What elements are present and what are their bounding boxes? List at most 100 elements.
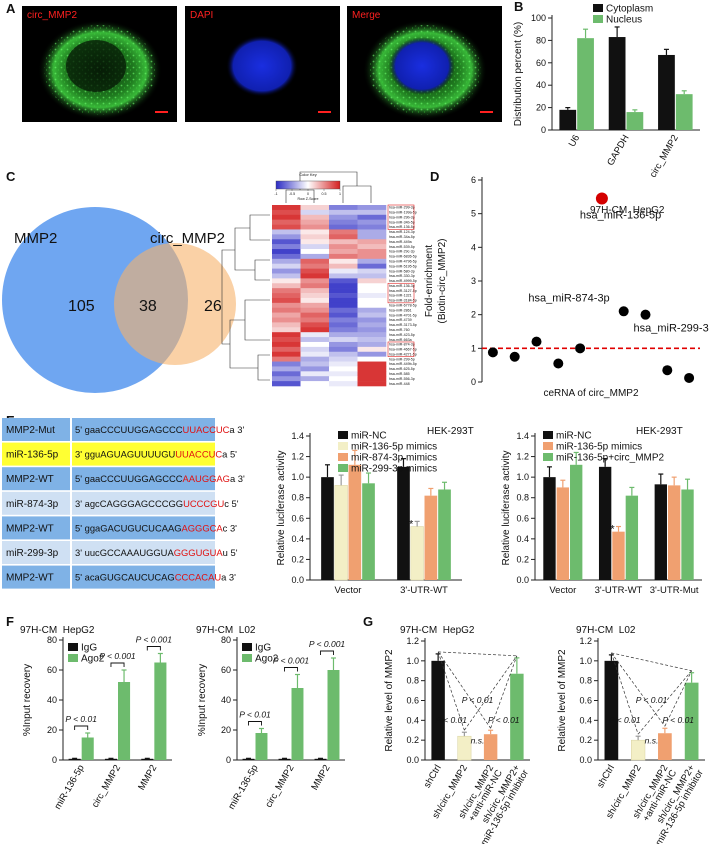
key-tick-label: -1 <box>274 192 277 196</box>
heatmap-cell <box>272 332 301 338</box>
heatmap-cell <box>329 234 358 240</box>
legend-swatch <box>593 4 603 12</box>
table-cell <box>2 418 70 441</box>
bar <box>438 489 451 580</box>
point <box>575 343 586 354</box>
legend-swatch <box>338 431 348 439</box>
heatmap-cell <box>357 278 387 284</box>
bar <box>604 660 619 760</box>
sequence-part: u 5' <box>223 547 238 558</box>
error-bar <box>565 106 571 110</box>
chart-title: 97H-CM HepG2 <box>20 625 95 636</box>
heatmap-cell <box>329 278 358 284</box>
heatmap-row-label: hsa-miR-4796-5p <box>389 259 417 263</box>
legend-label: miR-874-3p mimics <box>351 453 437 464</box>
heatmap-cell <box>329 239 358 245</box>
heatmap-cell <box>357 322 387 328</box>
error-bar <box>663 48 669 55</box>
heatmap-cell <box>300 249 330 255</box>
y-tick-label: 1.2 <box>406 636 419 646</box>
heatmap-row-label: hsa-miR-3184-5p <box>389 299 417 303</box>
heatmap-cell <box>329 244 358 250</box>
significance-bracket <box>74 725 89 730</box>
heatmap-cell <box>357 253 387 260</box>
point <box>487 347 498 358</box>
heatmap-cell <box>357 376 387 382</box>
bar <box>278 758 291 760</box>
bar <box>424 495 438 580</box>
heatmap-cell <box>272 224 301 230</box>
y-tick-label: 60 <box>47 665 57 675</box>
heatmap-row-label: hsa-miR-448 <box>389 382 410 386</box>
heatmap-cell <box>272 337 301 343</box>
y-tick-label: 0 <box>471 377 476 387</box>
heatmap-cell <box>272 278 301 284</box>
heatmap-row-label: hsa-miR-4999-5p <box>389 279 417 283</box>
heatmap-cell <box>357 205 387 211</box>
heatmap-cell <box>357 224 387 230</box>
heatmap-cell <box>300 322 330 328</box>
y-tick-label: 20 <box>221 725 231 735</box>
heatmap-cell <box>329 332 358 338</box>
venn-count: 26 <box>204 298 222 315</box>
y-tick-label: 0.4 <box>291 534 304 544</box>
y-tick-label: 0.8 <box>291 493 304 503</box>
venn-label: MMP2 <box>14 230 57 247</box>
bar <box>654 484 667 580</box>
sequence-part: c 5' <box>224 498 239 509</box>
bar <box>334 485 348 581</box>
heatmap-cell <box>300 381 330 387</box>
heatmap-row-label: hsa-miR-199a-5p <box>389 211 417 215</box>
error-bar <box>157 652 163 663</box>
legend-swatch <box>543 442 553 450</box>
chart-title: 97H-CM L02 <box>196 625 256 636</box>
heatmap-cell <box>329 205 358 211</box>
heatmap-cell <box>300 307 330 313</box>
heatmap-cell <box>357 356 387 362</box>
bar <box>658 733 672 760</box>
panel-label: C <box>6 169 16 184</box>
heatmap-cell <box>329 346 358 353</box>
legend-swatch <box>338 464 348 472</box>
table-cell <box>72 541 215 564</box>
heatmap-cell <box>357 239 387 245</box>
y-tick-label: 1.0 <box>579 656 592 666</box>
y-tick-label: 4 <box>471 242 476 252</box>
heatmap-cell <box>272 253 301 260</box>
heatmap-row-label: hsa-miR-124-3p <box>389 230 415 234</box>
bar <box>291 688 304 760</box>
point <box>595 192 608 205</box>
heatmap-cell <box>357 297 387 304</box>
heatmap-cell <box>300 293 330 299</box>
heatmap-cell <box>300 317 330 323</box>
y-tick-label: 0.2 <box>516 554 529 564</box>
heatmap-row-label: hsa-miR-556-3p <box>389 377 415 381</box>
table-cell <box>2 442 70 466</box>
bar <box>608 37 626 130</box>
y-tick-label: 0.0 <box>579 755 592 765</box>
heatmap-cell <box>357 327 387 333</box>
heatmap-cell <box>357 293 387 299</box>
x-tick-label: 3'-UTR-WT <box>400 585 448 596</box>
heatmap-row-label: hsa-miR-663a <box>389 338 412 342</box>
y-axis-label: Relative luciferase activity <box>501 450 512 565</box>
y-tick-label: 20 <box>536 103 546 113</box>
heatmap-cell <box>272 327 301 333</box>
heatmap-row-label: hsa-miR-299-3p <box>389 206 415 210</box>
legend-label: Cytoplasm <box>606 4 653 15</box>
heatmap-cell <box>272 283 301 289</box>
heatmap-cell <box>357 302 387 309</box>
significance-label: P < 0.001 <box>136 635 173 645</box>
heatmap-row-label: hsa-miR-136-3p <box>389 284 415 288</box>
error-bar <box>461 731 467 737</box>
bar <box>684 682 699 760</box>
x-tick-label: 3'-UTR-Mut <box>650 585 699 596</box>
heatmap-cell <box>272 268 301 274</box>
sequence-name: MMP2-WT <box>6 523 54 534</box>
heatmap-cell <box>300 229 330 235</box>
heatmap-cell <box>272 239 301 245</box>
y-tick-label: 0.4 <box>579 715 592 725</box>
y-tick-label: 1.4 <box>516 431 529 441</box>
heatmap-cell <box>329 307 358 313</box>
heatmap-cell <box>329 317 358 323</box>
